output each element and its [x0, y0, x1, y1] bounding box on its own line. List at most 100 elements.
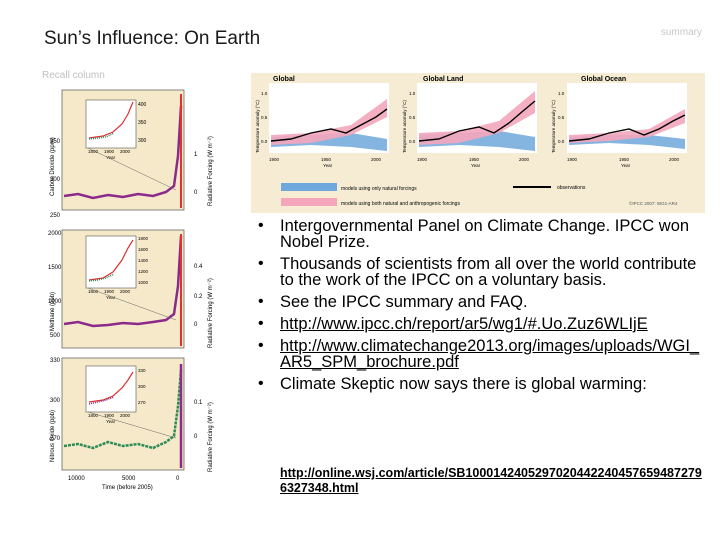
n2o-inset-curve	[88, 371, 134, 403]
n2o-inset-xtick: 2000	[120, 413, 131, 418]
n2o-inset-ytick: 300	[138, 384, 146, 389]
co2-rlabel: Radiative Forcing (W m⁻²)	[208, 136, 214, 206]
ocean-ylabel: Temperature anomaly (°C)	[551, 100, 556, 153]
co2-series	[63, 105, 183, 200]
global-xtick: 1950	[321, 157, 332, 162]
n2o-inset-xtick: 1900	[104, 413, 115, 418]
bullet-text: See the IPCC summary and FAQ.	[280, 293, 528, 311]
n2o-rtick: 0.1	[194, 400, 203, 406]
ipcc-ar5-link[interactable]: http://www.ipcc.ch/report/ar5/wg1/#.Uo.Z…	[280, 315, 648, 333]
temperature-anomaly-figure: Global Temperature anomaly (°C) 1.0 0.5 …	[251, 73, 705, 213]
co2-ytick: 350	[50, 139, 61, 145]
corner-note: summary	[660, 27, 702, 38]
methane-inset-ytick: 1400	[138, 258, 149, 263]
global-ytick: 0.0	[261, 139, 268, 144]
n2o-ylabel: Nitrous Oxide (ppb)	[50, 410, 56, 462]
global-land-panel: Global Land Temperature anomaly (°C) 1.0…	[402, 76, 537, 168]
ocean-xtick: 1950	[619, 157, 630, 162]
legend-anthro-label: models using both natural and anthropoge…	[341, 201, 460, 207]
co2-rtick: 1	[194, 152, 198, 158]
n2o-inset-ytick: 270	[138, 400, 146, 405]
wsj-article-link[interactable]: http://online.wsj.com/article/SB10001424…	[280, 466, 702, 495]
methane-rlabel: Radiative Forcing (W m⁻²)	[208, 278, 214, 348]
land-ytick: 0.5	[409, 115, 416, 120]
methane-inset-curve	[88, 239, 134, 281]
bullet-item: See the IPCC summary and FAQ.	[254, 293, 706, 311]
methane-ylabel: Methane (ppb)	[50, 292, 56, 331]
time-xtick: 10000	[68, 476, 85, 482]
legend-natural-swatch	[281, 183, 337, 191]
time-xtick: 0	[176, 476, 180, 482]
co2-ytick: 250	[50, 213, 61, 219]
land-xtick: 2000	[519, 157, 530, 162]
n2o-inset-xtick: 1800	[88, 413, 99, 418]
co2-rtick: 0	[194, 190, 198, 196]
ocean-xlabel: Year	[621, 163, 631, 168]
ocean-observations	[568, 114, 686, 142]
land-xlabel: Year	[471, 163, 481, 168]
methane-inset-ytick: 1200	[138, 269, 149, 274]
ocean-xtick: 1900	[567, 157, 578, 162]
legend-natural-label: models using only natural forcings	[341, 186, 417, 192]
methane-inset-ytick: 1600	[138, 247, 149, 252]
ocean-xtick: 2000	[669, 157, 680, 162]
global-ylabel: Temperature anomaly (°C)	[255, 100, 260, 153]
bullet-item: http://www.climatechange2013.org/images/…	[254, 337, 706, 371]
methane-series	[63, 235, 183, 328]
methane-inset-ytick: 1000	[138, 280, 149, 285]
ocean-ytick: 1.0	[558, 91, 565, 96]
land-title: Global Land	[423, 76, 463, 83]
bullet-item: Intergovernmental Panel on Climate Chang…	[254, 217, 706, 251]
methane-inset-xlabel: Year	[106, 295, 116, 300]
legend-anthro-swatch	[281, 198, 337, 206]
methane-panel: Methane (ppb) Radiative Forcing (W m⁻²) …	[48, 229, 214, 349]
global-xlabel: Year	[323, 163, 333, 168]
co2-inset-xlabel: Year	[106, 155, 116, 160]
n2o-rlabel: Radiative Forcing (W m⁻²)	[208, 402, 214, 472]
ocean-ytick: 0.5	[558, 115, 565, 120]
co2-inset-ytick: 400	[138, 102, 147, 108]
bullet-text: Intergovernmental Panel on Climate Chang…	[280, 217, 690, 251]
bullet-item: Thousands of scientists from all over th…	[254, 255, 706, 289]
co2-ylabel: Carbon Dioxide (ppm)	[50, 137, 56, 196]
time-xlabel: Time (before 2005)	[102, 485, 153, 491]
recall-note: Recall column	[42, 70, 105, 81]
global-xtick: 2000	[371, 157, 382, 162]
co2-inset-xtick: 1800	[88, 149, 99, 154]
co2-inset-ytick: 300	[138, 138, 147, 144]
n2o-series	[63, 369, 183, 450]
land-ytick: 0.0	[409, 139, 416, 144]
bullet-item: Climate Skeptic now says there is global…	[254, 375, 706, 393]
ocean-anthro-band	[569, 109, 685, 143]
global-ytick: 1.0	[261, 91, 268, 96]
methane-rtick: 0.4	[194, 264, 203, 270]
greenhouse-gas-figure: Carbon Dioxide (ppm) Radiative Forcing (…	[48, 89, 214, 491]
global-xtick: 1900	[269, 157, 280, 162]
methane-inset-xtick: 1900	[104, 289, 115, 294]
ocean-title: Global Ocean	[581, 76, 626, 83]
co2-inset-xtick: 1900	[104, 149, 115, 154]
land-xtick: 1900	[417, 157, 428, 162]
methane-ytick: 500	[50, 333, 61, 339]
land-xtick: 1950	[469, 157, 480, 162]
n2o-ytick: 330	[50, 358, 61, 364]
methane-ytick: 2000	[48, 231, 62, 237]
bullet-text: Climate Skeptic now says there is global…	[280, 375, 647, 393]
climatechange2013-link[interactable]: http://www.climatechange2013.org/images/…	[280, 337, 700, 371]
n2o-inset-xlabel: Year	[106, 419, 116, 424]
n2o-inset-ytick: 330	[138, 368, 146, 373]
methane-inset-points	[88, 273, 115, 282]
figure-credit: ©IPCC 2007: WG1-AR4	[629, 200, 678, 206]
global-observations	[270, 108, 388, 142]
wsj-link-container: http://online.wsj.com/article/SB10001424…	[280, 466, 706, 496]
co2-inset-ytick: 350	[138, 120, 147, 126]
methane-ytick: 1000	[48, 299, 62, 305]
global-title: Global	[273, 76, 295, 83]
legend-observations-label: observations	[557, 185, 586, 191]
global-panel: Global Temperature anomaly (°C) 1.0 0.5 …	[255, 76, 389, 168]
time-xtick: 5000	[122, 476, 136, 482]
land-observations	[418, 100, 536, 142]
co2-inset-xtick: 2000	[120, 149, 131, 154]
bullet-text: Thousands of scientists from all over th…	[280, 255, 697, 289]
co2-inset-curve	[88, 101, 134, 139]
